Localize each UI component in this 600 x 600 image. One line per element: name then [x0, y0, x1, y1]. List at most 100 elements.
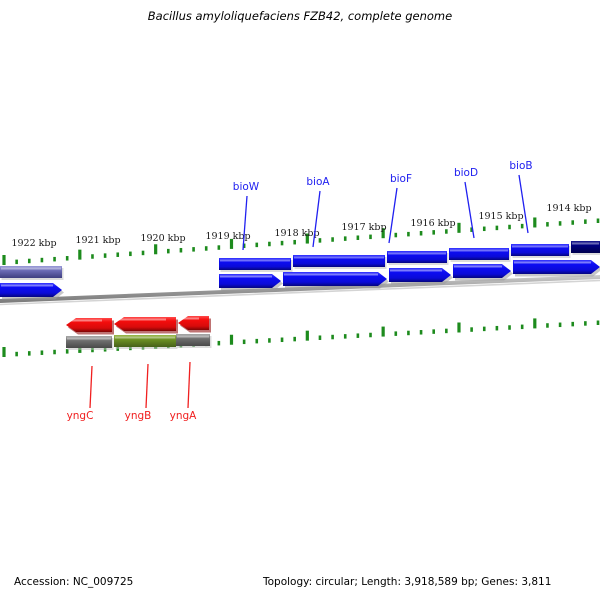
forward-gene-highlight: [220, 275, 272, 278]
top-tick-row: [2, 217, 600, 265]
scale-label: 1919 kbp: [205, 231, 250, 242]
forward-domain[interactable]: [511, 244, 569, 256]
forward-gene-highlight: [390, 269, 442, 272]
sequence-tick-minor: [217, 245, 221, 250]
sequence-tick-minor: [394, 331, 398, 336]
sequence-tick-minor: [356, 235, 360, 240]
forward-domain[interactable]: [449, 248, 509, 260]
forward-gene[interactable]: [0, 283, 62, 297]
reverse-gene[interactable]: [114, 317, 176, 331]
forward-gene[interactable]: [219, 274, 281, 288]
sequence-tick-minor: [343, 236, 347, 241]
forward-domain-highlight: [1, 267, 61, 270]
sequence-tick-minor: [584, 219, 587, 224]
sequence-tick-minor: [482, 326, 486, 332]
sequence-tick-minor: [482, 226, 486, 232]
reverse-domain-highlight: [115, 336, 175, 339]
forward-gene-label[interactable]: bioW: [233, 181, 260, 193]
sequence-tick-minor: [217, 340, 221, 346]
scale-label: 1918 kbp: [274, 228, 319, 239]
sequence-tick-minor: [179, 247, 183, 253]
forward-domain[interactable]: [571, 241, 600, 253]
forward-domain[interactable]: [387, 251, 447, 263]
sequence-tick-minor: [558, 322, 562, 328]
forward-domain-highlight: [572, 242, 599, 245]
forward-domain-track[interactable]: [0, 241, 600, 280]
sequence-tick-minor: [571, 220, 575, 225]
reverse-gene-label[interactable]: yngC: [67, 410, 94, 422]
reverse-domain[interactable]: [176, 334, 210, 346]
sequence-tick-minor: [369, 234, 372, 240]
sequence-tick-minor: [445, 328, 448, 334]
scale-label: 1922 kbp: [11, 238, 56, 249]
gene-leader-line: [89, 365, 93, 409]
forward-domain[interactable]: [293, 255, 385, 267]
forward-domain[interactable]: [219, 258, 291, 270]
sequence-tick-minor: [27, 258, 31, 264]
sequence-tick-minor: [204, 246, 208, 251]
sequence-tick-minor: [331, 237, 334, 242]
sequence-tick-minor: [495, 325, 499, 331]
reverse-gene-label[interactable]: yngA: [170, 410, 198, 422]
forward-gene[interactable]: [389, 268, 451, 282]
reverse-domain-track[interactable]: [66, 334, 212, 350]
forward-domain-highlight: [388, 252, 446, 255]
forward-gene-highlight: [284, 273, 378, 276]
gene-leader-line: [187, 361, 191, 409]
scale-label: 1917 kbp: [341, 222, 386, 233]
reverse-gene-label[interactable]: yngB: [125, 410, 152, 422]
sequence-tick-major: [457, 222, 461, 233]
forward-gene-label-group[interactable]: bioW bioA bioF bioD bioB: [233, 160, 533, 251]
reverse-gene-label-group[interactable]: yngC yngB yngA: [67, 361, 198, 422]
page-title: Bacillus amyloliquefaciens FZB42, comple…: [148, 9, 452, 23]
sequence-tick-minor: [280, 337, 284, 343]
sequence-tick-minor: [318, 335, 322, 340]
forward-domain[interactable]: [0, 266, 62, 278]
forward-gene[interactable]: [453, 264, 511, 278]
scale-label: 1915 kbp: [478, 211, 523, 222]
forward-gene-highlight: [1, 284, 53, 287]
sequence-tick-minor: [15, 351, 18, 357]
reverse-domain[interactable]: [66, 336, 112, 348]
sequence-tick-minor: [407, 330, 410, 336]
sequence-tick-minor: [103, 253, 107, 258]
forward-domain-highlight: [450, 249, 508, 252]
sequence-tick-minor: [394, 232, 398, 238]
reverse-domain[interactable]: [114, 335, 176, 347]
forward-gene-label[interactable]: bioF: [390, 173, 412, 185]
gene-leader-line: [388, 187, 398, 244]
sequence-tick-minor: [558, 221, 562, 226]
sequence-tick-minor: [53, 349, 56, 355]
forward-gene[interactable]: [513, 260, 600, 274]
sequence-tick-minor: [65, 349, 69, 354]
sequence-tick-minor: [596, 320, 600, 325]
forward-gene-highlight: [514, 261, 591, 264]
sequence-tick-minor: [407, 231, 410, 237]
forward-gene-label[interactable]: bioD: [454, 167, 478, 179]
sequence-tick-minor: [495, 225, 499, 231]
forward-gene-track[interactable]: [0, 260, 600, 300]
sequence-tick-minor: [27, 351, 31, 356]
sequence-tick-major: [305, 330, 309, 341]
sequence-tick-minor: [255, 338, 259, 344]
sequence-tick-minor: [318, 238, 322, 243]
forward-domain-highlight: [220, 259, 290, 262]
reverse-gene[interactable]: [178, 316, 209, 330]
sequence-tick-minor: [242, 243, 246, 249]
sequence-tick-minor: [255, 242, 259, 248]
forward-gene-label[interactable]: bioB: [509, 160, 532, 172]
forward-gene-highlight: [454, 265, 502, 268]
sequence-tick-minor: [508, 224, 511, 230]
sequence-tick-major: [381, 228, 385, 239]
sequence-tick-minor: [520, 223, 524, 229]
reverse-gene-track[interactable]: [66, 316, 211, 335]
forward-gene-label[interactable]: bioA: [306, 176, 330, 188]
forward-gene[interactable]: [283, 272, 387, 286]
axis-shadow: [0, 279, 600, 306]
sequence-tick-minor: [571, 321, 575, 327]
reverse-gene[interactable]: [66, 318, 112, 332]
reverse-gene-highlight: [115, 318, 166, 321]
sequence-tick-major: [78, 249, 82, 260]
scale-label: 1920 kbp: [140, 233, 185, 244]
